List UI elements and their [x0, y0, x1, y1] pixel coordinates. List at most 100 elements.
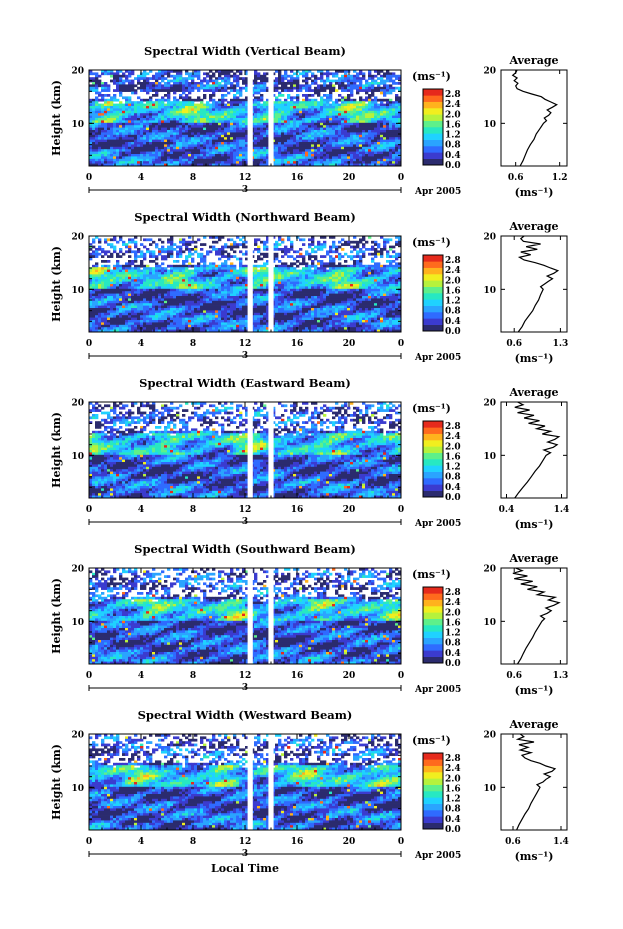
heatmap-cell: [239, 77, 243, 80]
heatmap-cell: [122, 291, 126, 294]
heatmap-cell: [302, 144, 306, 148]
heatmap-cell: [386, 122, 390, 126]
heatmap-cell: [347, 144, 351, 148]
heatmap-cell: [308, 144, 312, 148]
heatmap-cell: [107, 72, 111, 76]
heatmap-cell: [137, 108, 141, 112]
heatmap-cell: [119, 118, 123, 121]
heatmap-cell: [293, 158, 297, 162]
heatmap-cell: [137, 310, 141, 314]
heatmap-cell: [125, 329, 129, 333]
heatmap-cell: [176, 303, 180, 306]
heatmap-cell: [143, 137, 147, 140]
heatmap-cell: [203, 134, 207, 138]
heatmap-cell: [110, 303, 114, 306]
heatmap-cell: [104, 154, 108, 157]
heatmap-cell: [377, 106, 381, 109]
heatmap-cell: [95, 98, 99, 102]
heatmap-cell: [341, 163, 345, 167]
heatmap-cell: [149, 158, 153, 162]
heatmap-cell: [302, 161, 306, 164]
heatmap-cell: [215, 122, 219, 126]
heatmap-cell: [125, 154, 129, 157]
heatmap-cell: [383, 79, 387, 83]
heatmap-cell: [371, 108, 375, 112]
heatmap-cell: [236, 108, 240, 112]
heatmap-cell: [92, 308, 96, 311]
heatmap-cell: [197, 137, 201, 140]
heatmap-cell: [386, 106, 390, 109]
heatmap-cell: [161, 113, 165, 116]
heatmap-cell: [167, 146, 171, 150]
heatmap-cell: [107, 94, 111, 97]
heatmap-cell: [263, 89, 267, 92]
heatmap-cell: [197, 255, 201, 258]
heatmap-cell: [245, 146, 249, 150]
heatmap-cell: [359, 134, 363, 138]
heatmap-cell: [209, 120, 213, 124]
heatmap-cell: [275, 144, 279, 148]
heatmap-cell: [164, 103, 168, 107]
heatmap-cell: [95, 276, 99, 280]
heatmap-cell: [131, 238, 135, 242]
heatmap-cell: [314, 156, 318, 160]
heatmap-cell: [371, 113, 375, 116]
heatmap-cell: [152, 110, 156, 114]
heatmap-cell: [221, 98, 225, 102]
heatmap-cell: [185, 132, 189, 136]
heatmap-cell: [200, 156, 204, 160]
heatmap-cell: [110, 269, 114, 273]
heatmap-cell: [149, 252, 153, 256]
heatmap-cell: [107, 127, 111, 131]
heatmap-cell: [164, 315, 168, 318]
heatmap-cell: [293, 77, 297, 80]
x-tick-label: 16: [291, 173, 304, 183]
heatmap-cell: [290, 96, 294, 100]
heatmap-cell: [392, 103, 396, 107]
heatmap-cell: [140, 89, 144, 92]
heatmap-cell: [116, 127, 120, 131]
heatmap-cell: [398, 108, 402, 112]
heatmap-cell: [260, 110, 264, 114]
heatmap-cell: [122, 288, 126, 292]
heatmap-cell: [311, 120, 315, 124]
heatmap-cell: [92, 161, 96, 164]
heatmap-cell: [302, 115, 306, 119]
heatmap-cell: [329, 151, 333, 155]
heatmap-cell: [377, 110, 381, 114]
heatmap-cell: [287, 144, 291, 148]
heatmap-cell: [110, 96, 114, 100]
heatmap-cell: [107, 120, 111, 124]
heatmap-cell: [296, 86, 300, 90]
heatmap-cell: [164, 317, 168, 321]
heatmap-cell: [101, 130, 105, 133]
heatmap-cell: [116, 291, 120, 294]
heatmap-cell: [224, 70, 228, 73]
heatmap-cell: [161, 151, 165, 155]
heatmap-cell: [281, 158, 285, 162]
heatmap-cell: [272, 103, 276, 107]
heatmap-cell: [218, 149, 222, 152]
heatmap-cell: [110, 72, 114, 76]
heatmap-cell: [203, 77, 207, 80]
heatmap-cell: [125, 303, 129, 306]
heatmap-cell: [116, 144, 120, 148]
heatmap-cell: [215, 82, 219, 85]
heatmap-cell: [368, 144, 372, 148]
heatmap-cell: [122, 146, 126, 150]
heatmap-cell: [311, 163, 315, 167]
heatmap-cell: [335, 139, 339, 143]
heatmap-cell: [182, 158, 186, 162]
heatmap-cell: [218, 156, 222, 160]
heatmap-cell: [293, 96, 297, 100]
heatmap-cell: [161, 312, 165, 316]
heatmap-cell: [362, 146, 366, 150]
heatmap-cell: [95, 122, 99, 126]
heatmap-cell: [146, 103, 150, 107]
heatmap-cell: [317, 118, 321, 121]
heatmap-cell: [254, 103, 258, 107]
profile-x-tick-label: 0.6: [508, 173, 524, 183]
heatmap-cell: [179, 115, 183, 119]
heatmap-cell: [377, 137, 381, 140]
heatmap-cell: [98, 324, 102, 328]
